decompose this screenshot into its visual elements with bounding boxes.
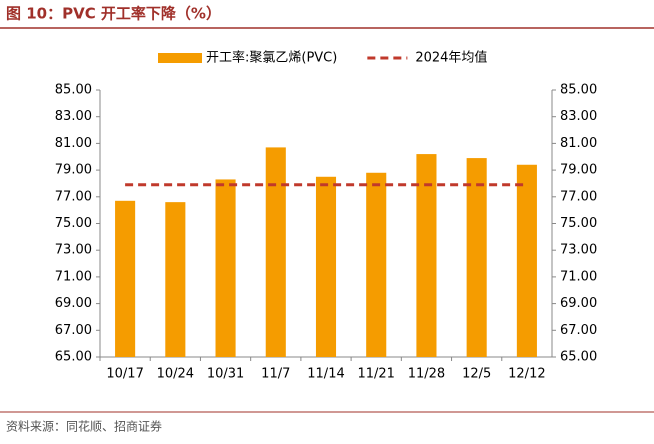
legend-label: 2024年均值 (415, 50, 487, 66)
x-tick-label: 10/31 (207, 367, 244, 382)
legend-label: 开工率:聚氯乙烯(PVC) (206, 50, 337, 66)
legend-swatch (158, 53, 202, 63)
y-tick-label: 71.00 (55, 269, 92, 284)
y2-tick-label: 71.00 (560, 269, 597, 284)
x-tick-label: 11/28 (408, 367, 445, 382)
y2-tick-label: 79.00 (560, 163, 597, 178)
x-tick-label: 10/17 (106, 367, 143, 382)
x-tick-label: 11/14 (307, 367, 344, 382)
y-tick-label: 83.00 (55, 109, 92, 124)
y-tick-label: 73.00 (55, 243, 92, 258)
y2-tick-label: 67.00 (560, 323, 597, 338)
bar (466, 158, 487, 357)
y2-tick-label: 73.00 (560, 243, 597, 258)
y2-tick-label: 65.00 (560, 350, 597, 365)
x-tick-label: 12/12 (508, 367, 545, 382)
y-tick-label: 79.00 (55, 163, 92, 178)
y-tick-label: 67.00 (55, 323, 92, 338)
chart-title: 图 10：PVC 开工率下降（%） (6, 5, 221, 23)
y-tick-label: 85.00 (55, 83, 92, 98)
bar (516, 164, 537, 357)
x-tick-label: 11/21 (357, 367, 394, 382)
source: 资料来源：同花顺、招商证券 (6, 419, 162, 434)
bar (115, 200, 136, 357)
y-tick-label: 69.00 (55, 296, 92, 311)
bar (416, 154, 437, 357)
x-tick-label: 10/24 (157, 367, 194, 382)
y2-tick-label: 85.00 (560, 83, 597, 98)
bar (265, 147, 286, 357)
y-tick-label: 77.00 (55, 189, 92, 204)
bar (315, 176, 337, 357)
y-tick-label: 75.00 (55, 216, 92, 231)
y2-tick-label: 69.00 (560, 296, 597, 311)
y2-tick-label: 77.00 (560, 189, 597, 204)
y2-tick-label: 75.00 (560, 216, 597, 231)
y-tick-label: 65.00 (55, 350, 92, 365)
bar (366, 172, 387, 357)
y-tick-label: 81.00 (55, 136, 92, 151)
bar (165, 202, 186, 357)
y2-tick-label: 83.00 (560, 109, 597, 124)
x-tick-label: 11/7 (261, 367, 290, 382)
x-tick-label: 12/5 (462, 367, 491, 382)
bar (215, 179, 236, 357)
y2-tick-label: 81.00 (560, 136, 597, 151)
